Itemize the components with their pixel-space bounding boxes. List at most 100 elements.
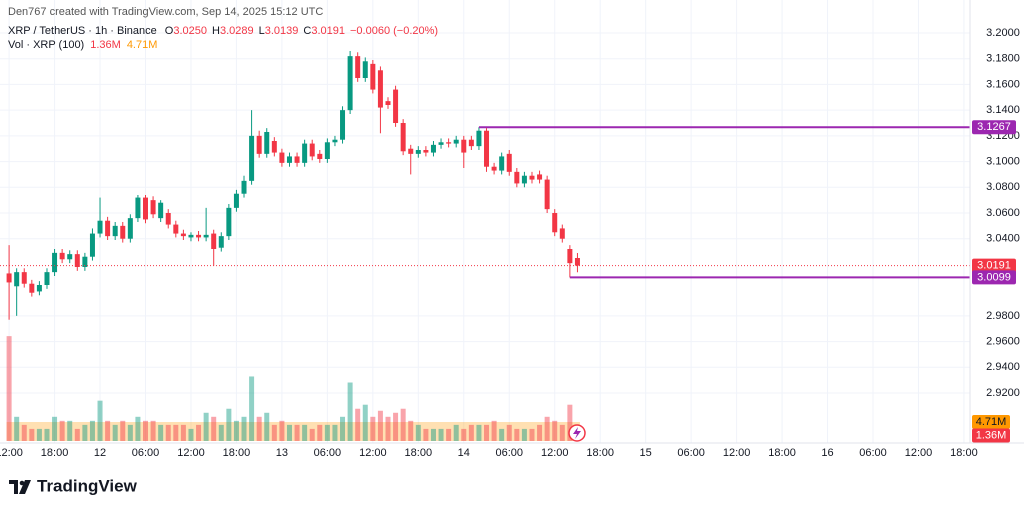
volume-bar: [173, 424, 179, 441]
candle-body: [506, 153, 512, 172]
candle-body: [105, 220, 111, 237]
candle-body: [309, 143, 315, 157]
volume-bar: [521, 428, 527, 441]
x-tick-label: 06:00: [677, 447, 705, 459]
volume-bar: [127, 424, 133, 441]
candle-body: [36, 285, 42, 292]
volume-bar: [529, 428, 535, 441]
candle-body: [233, 193, 239, 208]
candle-body: [423, 150, 429, 153]
candle-body: [377, 70, 383, 108]
volume-bar: [491, 420, 497, 441]
volume-bar: [355, 408, 361, 441]
volume-bar: [264, 412, 270, 441]
candle-body: [150, 200, 156, 215]
candle-body: [408, 148, 414, 154]
candle-body: [574, 258, 580, 266]
ohlc-key: C: [303, 25, 311, 37]
candle-body: [415, 150, 421, 154]
candle-body: [52, 252, 58, 273]
ohlc-value: 3.0139: [265, 25, 299, 37]
candle-body: [112, 225, 118, 237]
symbol: XRP / TetherUS · 1h · Binance: [8, 25, 157, 37]
candle-body: [491, 166, 497, 171]
candle-body: [67, 254, 73, 260]
x-tick-label: 12:00: [359, 447, 387, 459]
candle-body: [135, 197, 141, 219]
symbol-line: XRP / TetherUS · 1h · Binance O3.0250 H3.0…: [8, 25, 438, 37]
volume-bar: [188, 428, 194, 441]
volume-bar: [44, 428, 50, 441]
candle-body: [385, 101, 391, 105]
axes: 3.20003.18003.16003.14003.12003.10003.08…: [0, 27, 1020, 459]
volume-bar: [36, 428, 42, 441]
candle-body: [21, 272, 27, 284]
volume-bar: [97, 400, 103, 441]
candle-body: [143, 197, 148, 220]
y-tick-label: 3.0600: [986, 207, 1020, 219]
candle-body: [120, 225, 126, 239]
x-tick-label: 18:00: [950, 447, 978, 459]
volume-bar: [256, 416, 262, 441]
candle-body: [286, 156, 292, 163]
x-tick-label: 12:00: [177, 447, 205, 459]
level-label: 3.1267: [977, 121, 1011, 133]
volume-bar: [143, 420, 148, 441]
x-tick-label: 12:00: [723, 447, 751, 459]
ohlc-value: 3.0191: [311, 25, 345, 37]
volume-bar: [180, 424, 186, 441]
volume-bar: [271, 424, 277, 441]
volume-bar: [135, 416, 141, 441]
volume-bar: [211, 416, 217, 441]
x-tick-label: 12:00: [905, 447, 933, 459]
candle-body: [370, 63, 376, 90]
volume-bar: [218, 424, 224, 441]
y-tick-label: 2.9200: [986, 387, 1020, 399]
volume-value: 1.36M: [90, 39, 121, 51]
volume-bar: [29, 428, 35, 441]
candle-body: [537, 174, 543, 180]
y-tick-label: 3.0800: [986, 181, 1020, 193]
volume-bar: [59, 420, 65, 441]
volume-bar: [377, 410, 383, 441]
x-tick-label: 18:00: [768, 447, 796, 459]
candle-body: [567, 249, 573, 264]
ohlc-key: L: [259, 25, 265, 37]
volume-bar: [74, 428, 80, 441]
candle-body: [355, 56, 361, 78]
x-tick-label: 13: [276, 447, 288, 459]
candle-body: [97, 220, 103, 234]
candle-body: [393, 89, 399, 123]
level-label: 3.0099: [977, 271, 1011, 283]
y-tick-label: 3.1400: [986, 104, 1020, 116]
volume-bar: [347, 382, 353, 441]
x-tick-label: 06:00: [132, 447, 160, 459]
candle-body: [188, 234, 194, 238]
volume-bar: [203, 412, 209, 441]
candle-body: [211, 233, 217, 249]
y-tick-label: 3.0400: [986, 233, 1020, 245]
x-tick-label: 12: [94, 447, 106, 459]
x-tick-label: 06:00: [495, 447, 523, 459]
volume-bar: [14, 416, 20, 441]
x-tick-label: 15: [640, 447, 652, 459]
volume-bar: [484, 424, 490, 441]
volume-title: Vol · XRP (100): [8, 39, 84, 51]
candle-body: [468, 139, 474, 147]
candle-body: [438, 142, 444, 145]
ohlc-value: 3.0250: [173, 25, 207, 37]
x-tick-label: 12:00: [541, 447, 569, 459]
y-tick-label: 3.1800: [986, 53, 1020, 65]
volume-bar: [286, 424, 292, 441]
y-tick-label: 3.1000: [986, 155, 1020, 167]
volume-bar: [332, 424, 338, 441]
candle-body: [180, 233, 186, 237]
candle-body: [294, 156, 300, 163]
candle-body: [544, 179, 550, 210]
volume-bar: [461, 428, 467, 441]
credit: Den767 created with TradingView.com, Sep…: [8, 6, 323, 18]
volume-bar: [324, 424, 330, 441]
candle-body: [332, 139, 338, 143]
volume-bar: [400, 408, 406, 441]
